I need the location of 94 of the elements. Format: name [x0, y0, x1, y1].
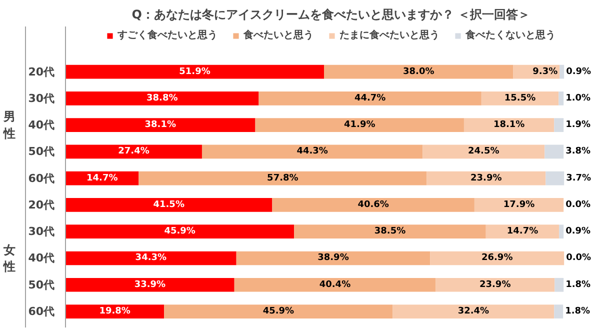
data-label: 1.0%: [566, 93, 591, 104]
legend-label: 食べたいと思う: [244, 28, 314, 42]
bar: [236, 251, 430, 266]
data-label: 38.8%: [146, 93, 178, 104]
bar: [66, 304, 164, 318]
data-label: 33.9%: [134, 280, 166, 290]
bar: [234, 278, 436, 292]
bar: [258, 91, 482, 106]
bar: [430, 251, 564, 266]
y-tick-label: 60代: [28, 305, 55, 318]
data-label: 18.1%: [493, 120, 525, 130]
bar: [554, 118, 564, 132]
data-label: 40.4%: [319, 280, 351, 290]
bar: [474, 198, 564, 212]
data-label: 1.8%: [565, 306, 590, 317]
y-tick-label: 60代: [28, 172, 55, 185]
data-label: 57.8%: [267, 173, 298, 184]
data-label: 14.7%: [86, 173, 118, 184]
data-label: 0.9%: [566, 66, 592, 77]
data-label: 26.9%: [481, 253, 513, 264]
data-label: 51.9%: [179, 66, 210, 77]
bar: [324, 64, 514, 79]
bar: [486, 224, 560, 239]
bar: [560, 64, 564, 79]
data-label: 38.1%: [144, 120, 176, 130]
legend-label: 食べたくないと思う: [466, 28, 556, 42]
bar: [294, 224, 486, 239]
y-tick-label: 30代: [28, 92, 55, 105]
y-tick-label: 50代: [28, 145, 55, 158]
data-label: 45.9%: [164, 226, 196, 237]
y-tick-label: 20代: [28, 65, 55, 78]
text: 男性: [2, 110, 16, 140]
text: 女性: [2, 242, 16, 274]
bar: [66, 64, 324, 79]
bar: [554, 304, 564, 318]
bar: [66, 198, 272, 212]
data-label: 1.9%: [566, 120, 591, 130]
y-tick-label: 20代: [28, 198, 55, 212]
legend-label: たまに食べたいと思う: [340, 28, 440, 42]
bar: [464, 118, 554, 132]
data-label: 44.3%: [296, 146, 328, 157]
bar: [558, 91, 564, 106]
bar: [66, 144, 202, 159]
data-label: 44.7%: [354, 93, 386, 104]
bar: [546, 171, 564, 186]
bar: [66, 251, 236, 266]
bar: [66, 171, 139, 186]
data-label: 41.9%: [344, 120, 376, 130]
bar: [202, 144, 423, 159]
data-label: 23.9%: [470, 173, 502, 184]
data-label: 3.8%: [566, 146, 591, 157]
data-label: 0.0%: [566, 200, 591, 210]
bar: [426, 171, 546, 186]
bar: [559, 224, 564, 239]
data-label: 34.3%: [135, 253, 167, 264]
bar: [66, 118, 256, 132]
data-label: 9.3%: [532, 66, 558, 77]
bar: [164, 304, 393, 318]
y-tick-label: 50代: [28, 278, 55, 292]
bar: [66, 224, 294, 239]
data-label: 23.9%: [479, 280, 511, 290]
data-label: 1.8%: [566, 280, 591, 290]
data-label: 0.0%: [566, 253, 592, 264]
bar: [422, 144, 545, 159]
bar: [255, 118, 464, 132]
data-label: 45.9%: [262, 306, 294, 317]
data-label: 3.7%: [566, 173, 592, 184]
data-label: 27.4%: [118, 146, 150, 157]
data-label: 17.9%: [503, 200, 535, 210]
bar: [138, 171, 427, 186]
bar: [272, 198, 474, 212]
bar: [66, 91, 259, 106]
bar: [436, 278, 555, 292]
y-tick-label: 30代: [28, 225, 55, 238]
data-label: 38.0%: [403, 66, 434, 77]
bar: [544, 144, 564, 159]
data-label: 32.4%: [458, 306, 490, 317]
bar: [392, 304, 554, 318]
data-label: 38.9%: [318, 253, 349, 264]
bar: [66, 278, 234, 292]
y-tick-label: 40代: [28, 118, 55, 132]
y-tick-label: 40代: [28, 252, 55, 265]
data-label: 0.9%: [566, 226, 591, 237]
bar: [554, 278, 564, 292]
chart-title: Q：あなたは冬にアイスクリームを食べたいと思いますか？ ＜択一回答＞: [132, 8, 530, 22]
data-label: 19.8%: [99, 306, 130, 317]
data-label: 40.6%: [358, 200, 389, 210]
bar: [481, 91, 559, 106]
data-label: 41.5%: [153, 200, 184, 210]
data-label: 24.5%: [468, 146, 500, 157]
data-label: 15.5%: [504, 93, 536, 104]
data-label: 14.7%: [506, 226, 538, 237]
legend-label: すごく食べたいと思う: [118, 28, 218, 42]
data-label: 38.5%: [374, 226, 406, 237]
